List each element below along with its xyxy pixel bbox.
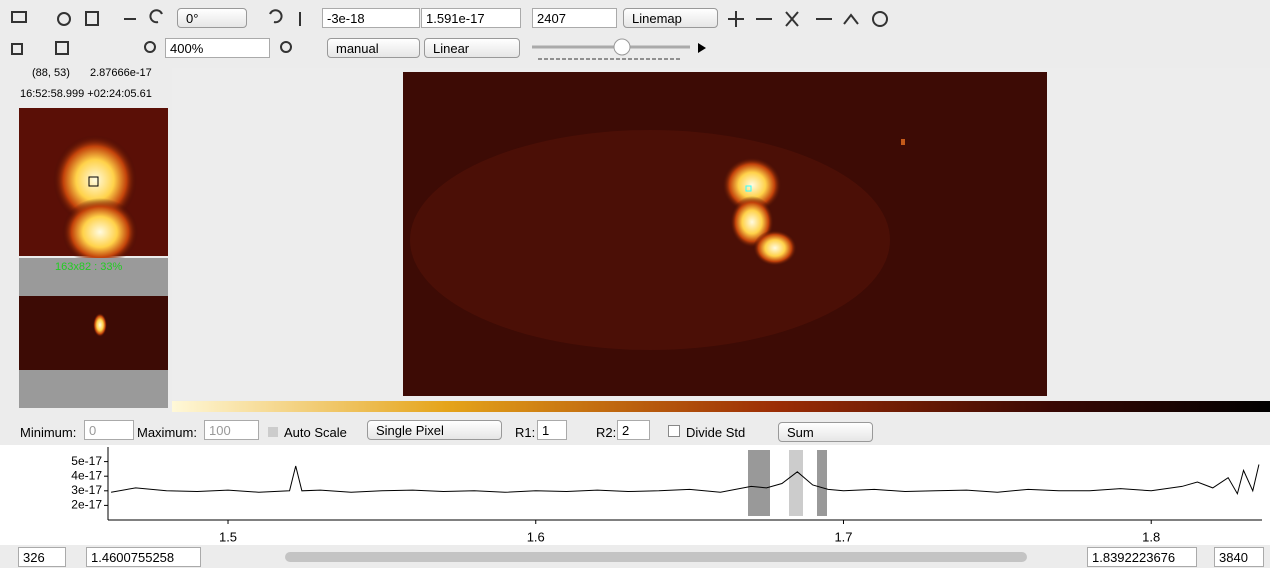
overview-source [93, 313, 107, 337]
y-tick-label: 5e-17 [71, 454, 102, 468]
region [748, 450, 770, 516]
max-input[interactable]: 100 [204, 420, 259, 440]
extraction-combo[interactable]: Single Pixel [367, 420, 502, 440]
overview-size: 163x82 : 33% [55, 261, 122, 273]
graphics: 5e-174e-173e-172e-17 1.5 1.6 1.7 1.8 [0, 0, 1270, 566]
mode-combo[interactable]: Linemap [623, 8, 718, 28]
plot-bg [0, 445, 1270, 545]
r2-input[interactable]: 2 [617, 420, 650, 440]
rotation-combo[interactable]: 0° [177, 8, 247, 28]
zoom-combo[interactable]: 400% [165, 38, 270, 58]
checkbox[interactable] [668, 425, 680, 437]
y-tick-label: 2e-17 [71, 498, 102, 512]
start-wave[interactable]: 1.4600755258 [86, 547, 201, 567]
y-tick-label: 3e-17 [71, 483, 102, 497]
combine-combo[interactable]: Sum [778, 422, 873, 442]
colorbar [172, 401, 1270, 412]
overview-image [19, 296, 168, 370]
divide-std-label: Divide Std [686, 425, 745, 440]
x-tick-label: 1.8 [1142, 529, 1160, 544]
slider-handle[interactable] [614, 39, 630, 55]
divide-std[interactable]: Divide Std [668, 425, 745, 440]
r2-label: R2: [596, 425, 616, 440]
region [789, 450, 803, 516]
end-channel[interactable]: 3840 [1214, 547, 1264, 567]
checkbox[interactable] [268, 427, 278, 437]
cursor-coords: 16:52:58.999 +02:24:05.61 [20, 88, 152, 100]
r1-label: R1: [515, 425, 535, 440]
scale-mode-combo[interactable]: manual [327, 38, 420, 58]
start-channel[interactable]: 326 [18, 547, 66, 567]
x-tick-label: 1.7 [834, 529, 852, 544]
glow [410, 130, 890, 350]
zoom-source [62, 198, 138, 266]
app: 5e-174e-173e-172e-17 1.5 1.6 1.7 1.8 0° -3e-… [0, 0, 1270, 566]
min-field[interactable]: -3e-18 [322, 8, 420, 28]
hot-pixel [901, 139, 905, 145]
y-tick-label: 4e-17 [71, 468, 102, 482]
min-input[interactable]: 0 [84, 420, 134, 440]
cursor-pixel: (88, 53) [32, 67, 70, 79]
scale-type-combo[interactable]: Linear [424, 38, 520, 58]
play-button[interactable] [698, 43, 706, 53]
r1-input[interactable]: 1 [537, 420, 567, 440]
end-wave[interactable]: 1.8392223676 [1087, 547, 1197, 567]
x-tick-label: 1.6 [527, 529, 545, 544]
cursor-value: 2.87666e-17 [90, 67, 152, 79]
region [817, 450, 827, 516]
min-label: Minimum: [20, 425, 76, 440]
source [753, 230, 797, 266]
frame-field[interactable]: 2407 [532, 8, 617, 28]
max-label: Maximum: [137, 425, 197, 440]
scrollbar[interactable] [285, 552, 1027, 562]
auto-scale-label: Auto Scale [284, 425, 347, 440]
auto-scale[interactable]: Auto Scale [268, 425, 347, 440]
max-field[interactable]: 1.591e-17 [421, 8, 521, 28]
x-tick-label: 1.5 [219, 529, 237, 544]
